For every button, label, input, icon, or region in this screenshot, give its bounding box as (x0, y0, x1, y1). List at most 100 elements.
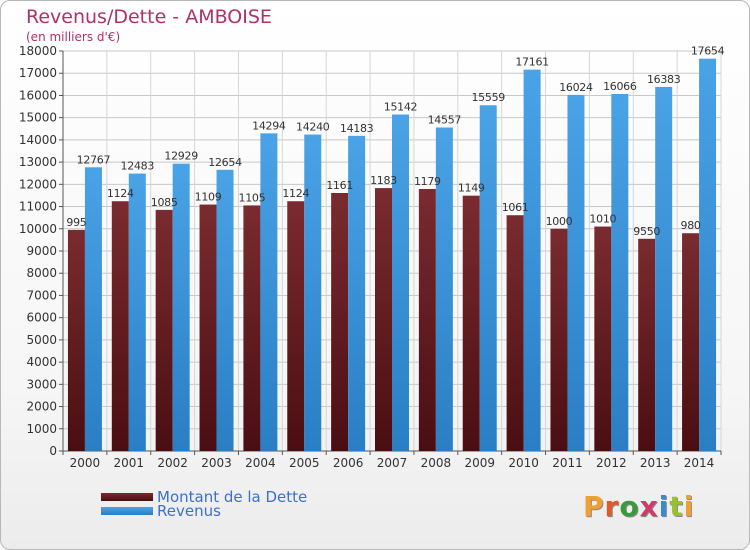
y-tick-label: 0 (49, 444, 57, 458)
bar-revenus (699, 58, 717, 451)
proxiti-logo: Proxiti (583, 490, 694, 523)
x-tick-label: 2002 (157, 456, 188, 470)
bar-revenus (172, 163, 190, 451)
data-label-revenus: 17654 (691, 45, 725, 58)
bar-dette (243, 205, 261, 451)
y-tick-label: 5000 (26, 333, 57, 347)
data-label-revenus: 12929 (164, 150, 198, 163)
data-label-revenus: 12767 (77, 153, 111, 166)
data-label-dette: 1105 (239, 191, 266, 204)
legend-swatch-dette (101, 493, 153, 501)
bar-revenus (611, 93, 629, 451)
y-tick-label: 3000 (26, 377, 57, 391)
logo-letter: o (619, 490, 640, 523)
chart-subtitle: (en milliers d'€) (26, 30, 121, 44)
data-label-revenus: 15559 (471, 91, 505, 104)
y-tick-label: 10000 (19, 222, 57, 236)
bar-dette (418, 189, 436, 451)
data-label-revenus: 15142 (384, 101, 418, 114)
chart-title: Revenus/Dette - AMBOISE (26, 6, 272, 28)
tick-labels: 0 1000 2000 3000 4000 5000 6000 7000 8000 9000 100… (19, 44, 715, 470)
x-tick-label: 2012 (596, 456, 627, 470)
bar-dette (155, 209, 173, 451)
x-tick-label: 2008 (421, 456, 452, 470)
y-tick-label: 4000 (26, 355, 57, 369)
bar-revenus (435, 127, 453, 451)
bar-dette (682, 233, 700, 451)
bar-revenus (304, 134, 322, 452)
bars (67, 58, 717, 452)
logo-letter: i (658, 490, 670, 523)
data-label-dette: 1000 (546, 215, 573, 228)
bar-revenus (392, 114, 409, 451)
x-tick-label: 2010 (508, 456, 539, 470)
data-label-dette: 1061 (502, 201, 529, 214)
data-label-revenus: 12654 (208, 156, 242, 169)
bar-revenus (655, 86, 673, 451)
bar-revenus (523, 69, 541, 452)
x-tick-label: 2006 (333, 456, 364, 470)
bar-dette (462, 195, 480, 451)
data-label-revenus: 16066 (603, 80, 637, 93)
data-label-revenus: 14294 (252, 119, 286, 132)
legend-swatch-revenus (101, 507, 153, 515)
bar-revenus (348, 135, 366, 452)
data-label-dette: 1183 (370, 174, 397, 187)
data-label-dette: 1161 (326, 179, 353, 192)
y-tick-label: 7000 (26, 288, 57, 302)
legend-item-dette: Montant de la Dette (101, 488, 307, 506)
logo-letter: x (639, 490, 659, 523)
x-tick-label: 2013 (640, 456, 671, 470)
bar-revenus (567, 94, 585, 452)
y-tick-label: 18000 (19, 44, 57, 58)
x-tick-label: 2007 (377, 456, 408, 470)
bar-dette (331, 193, 349, 451)
data-label-dette: 1124 (107, 187, 134, 200)
data-label-revenus: 12483 (121, 160, 155, 173)
y-tick-label: 8000 (26, 266, 57, 280)
bar-dette (594, 226, 612, 451)
y-tick-label: 9000 (26, 244, 57, 258)
data-label-dette: 980 (681, 219, 701, 232)
data-label-dette: 1109 (195, 191, 222, 204)
y-tick-label: 17000 (19, 66, 57, 80)
logo-letter: P (583, 490, 605, 523)
legend-label-dette: Montant de la Dette (157, 488, 308, 506)
y-tick-label: 16000 (19, 88, 57, 102)
x-tick-label: 2009 (464, 456, 495, 470)
legend-label-revenus: Revenus (157, 502, 221, 520)
bar-dette (287, 201, 305, 451)
bar-revenus (260, 133, 278, 451)
x-tick-label: 2004 (245, 456, 276, 470)
bar-revenus (84, 167, 102, 452)
data-label-revenus: 14240 (296, 121, 330, 134)
bar-dette (111, 201, 129, 451)
data-label-dette: 995 (66, 216, 86, 229)
x-tick-label: 2005 (289, 456, 320, 470)
y-tick-label: 1000 (26, 422, 57, 436)
x-tick-label: 2011 (552, 456, 583, 470)
bar-dette (550, 228, 568, 451)
bar-revenus (216, 169, 234, 452)
logo-letter: t (669, 490, 684, 523)
logo-letter: r (604, 490, 620, 523)
y-tick-label: 13000 (19, 155, 57, 169)
x-tick-label: 2001 (114, 456, 145, 470)
data-labels: 995 12767 1124 12483 1085 12929 1109 12654 1105 1… (66, 45, 725, 238)
bar-revenus (128, 173, 146, 451)
data-label-revenus: 16024 (559, 81, 593, 94)
logo-letter: i (683, 490, 695, 523)
data-label-revenus: 17161 (515, 56, 549, 69)
data-label-dette: 1010 (589, 213, 616, 226)
bar-dette (67, 229, 85, 451)
bar-dette (375, 188, 392, 451)
data-label-dette: 1149 (458, 182, 485, 195)
data-label-dette: 9550 (633, 225, 660, 238)
legend-item-revenus: Revenus (101, 502, 221, 520)
x-tick-label: 2014 (684, 456, 715, 470)
y-tick-label: 12000 (19, 177, 57, 191)
bar-dette (506, 215, 524, 451)
bar-revenus (479, 105, 497, 451)
